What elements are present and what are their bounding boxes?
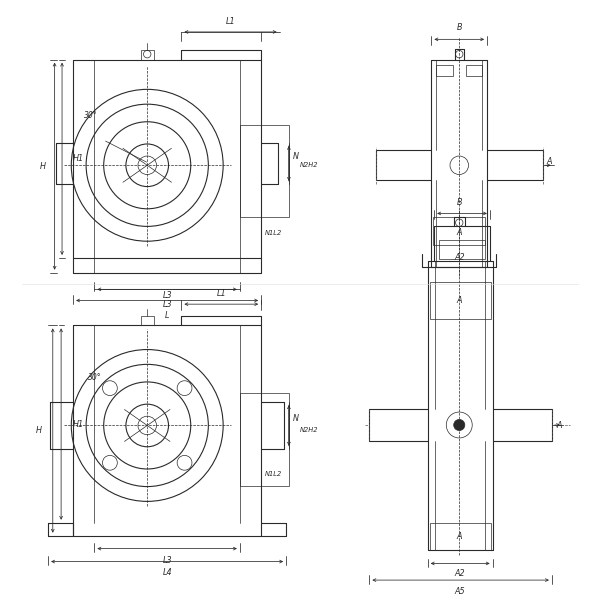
Text: A5: A5 [454, 587, 464, 596]
Text: A: A [457, 532, 462, 541]
Bar [141, 50, 154, 60]
Text: 30°: 30° [88, 373, 101, 382]
Bar [430, 523, 491, 550]
Text: L: L [165, 311, 169, 320]
Text: B: B [457, 23, 462, 32]
Text: L3: L3 [163, 301, 172, 310]
Text: L1: L1 [226, 17, 235, 26]
Text: B: B [457, 198, 462, 207]
Bar [141, 316, 154, 325]
Text: N: N [293, 152, 299, 161]
Text: N1L2: N1L2 [265, 470, 282, 476]
Text: L4: L4 [163, 568, 172, 577]
Text: H: H [40, 162, 46, 171]
Text: 30°: 30° [84, 111, 98, 120]
Bar [433, 217, 485, 245]
Text: H1: H1 [73, 154, 84, 163]
Circle shape [454, 419, 465, 431]
Text: A: A [546, 157, 552, 166]
Bar [436, 65, 453, 76]
Text: H: H [36, 426, 42, 435]
Text: A: A [457, 296, 462, 305]
Text: N: N [293, 413, 299, 422]
Text: N2H2: N2H2 [300, 427, 319, 433]
Bar [439, 240, 485, 259]
Bar [240, 125, 289, 217]
Text: A2: A2 [454, 253, 464, 262]
Text: N2H2: N2H2 [300, 162, 319, 168]
Text: A: A [556, 421, 562, 430]
Bar [430, 282, 491, 319]
Bar [466, 65, 482, 76]
Bar [240, 393, 289, 485]
Text: L3: L3 [163, 292, 172, 301]
Text: H1: H1 [73, 419, 84, 428]
Text: N1L2: N1L2 [265, 230, 282, 236]
Text: L1: L1 [217, 289, 226, 298]
Text: A2: A2 [454, 569, 464, 578]
Text: A: A [457, 229, 462, 238]
Text: L3: L3 [163, 556, 172, 565]
